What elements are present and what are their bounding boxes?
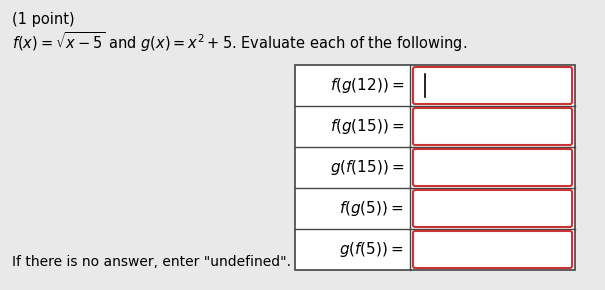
FancyBboxPatch shape (413, 149, 572, 186)
FancyBboxPatch shape (413, 231, 572, 268)
FancyBboxPatch shape (413, 190, 572, 227)
Text: $g(f(15)) =$: $g(f(15)) =$ (330, 158, 404, 177)
Text: If there is no answer, enter "undefined".: If there is no answer, enter "undefined"… (12, 255, 291, 269)
Text: $f(x) = \sqrt{x-5}$ and $g(x) = x^2 + 5$. Evaluate each of the following.: $f(x) = \sqrt{x-5}$ and $g(x) = x^2 + 5$… (12, 30, 467, 54)
FancyBboxPatch shape (413, 67, 572, 104)
Text: $f(g(12)) =$: $f(g(12)) =$ (330, 76, 404, 95)
Text: $f(g(5)) =$: $f(g(5)) =$ (339, 199, 404, 218)
Bar (295, 65, 575, 270)
FancyBboxPatch shape (413, 108, 572, 145)
Text: (1 point): (1 point) (12, 12, 74, 27)
Text: $g(f(5)) =$: $g(f(5)) =$ (339, 240, 404, 259)
Text: $f(g(15)) =$: $f(g(15)) =$ (330, 117, 404, 136)
